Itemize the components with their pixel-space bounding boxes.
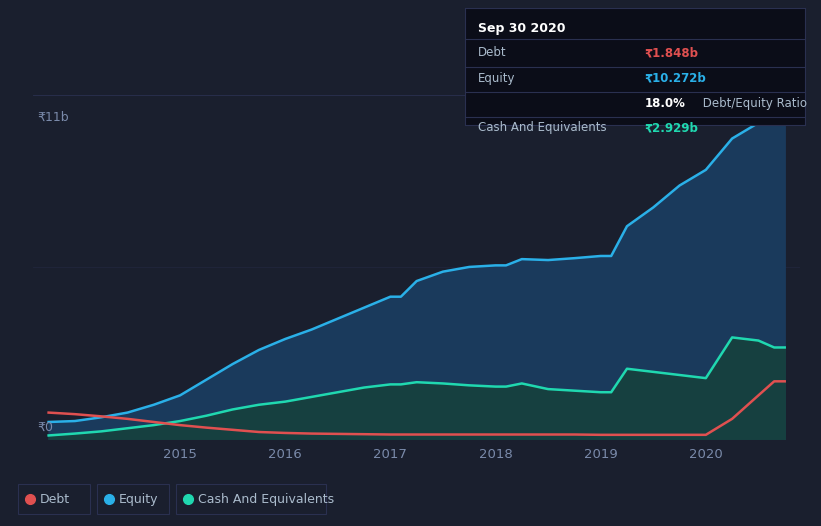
- Text: Debt: Debt: [479, 46, 507, 59]
- Text: Cash And Equivalents: Cash And Equivalents: [479, 121, 607, 134]
- Text: Sep 30 2020: Sep 30 2020: [479, 23, 566, 35]
- Text: Debt: Debt: [40, 493, 70, 505]
- Text: ₹0: ₹0: [37, 421, 53, 434]
- Text: Equity: Equity: [119, 493, 158, 505]
- Text: Debt/Equity Ratio: Debt/Equity Ratio: [699, 97, 807, 110]
- Text: ₹11b: ₹11b: [37, 110, 69, 124]
- Text: ₹2.929b: ₹2.929b: [644, 121, 699, 134]
- Text: ₹10.272b: ₹10.272b: [644, 72, 707, 85]
- Text: 18.0%: 18.0%: [644, 97, 686, 110]
- Text: ₹1.848b: ₹1.848b: [644, 46, 699, 59]
- Text: Cash And Equivalents: Cash And Equivalents: [198, 493, 334, 505]
- Text: Equity: Equity: [479, 72, 516, 85]
